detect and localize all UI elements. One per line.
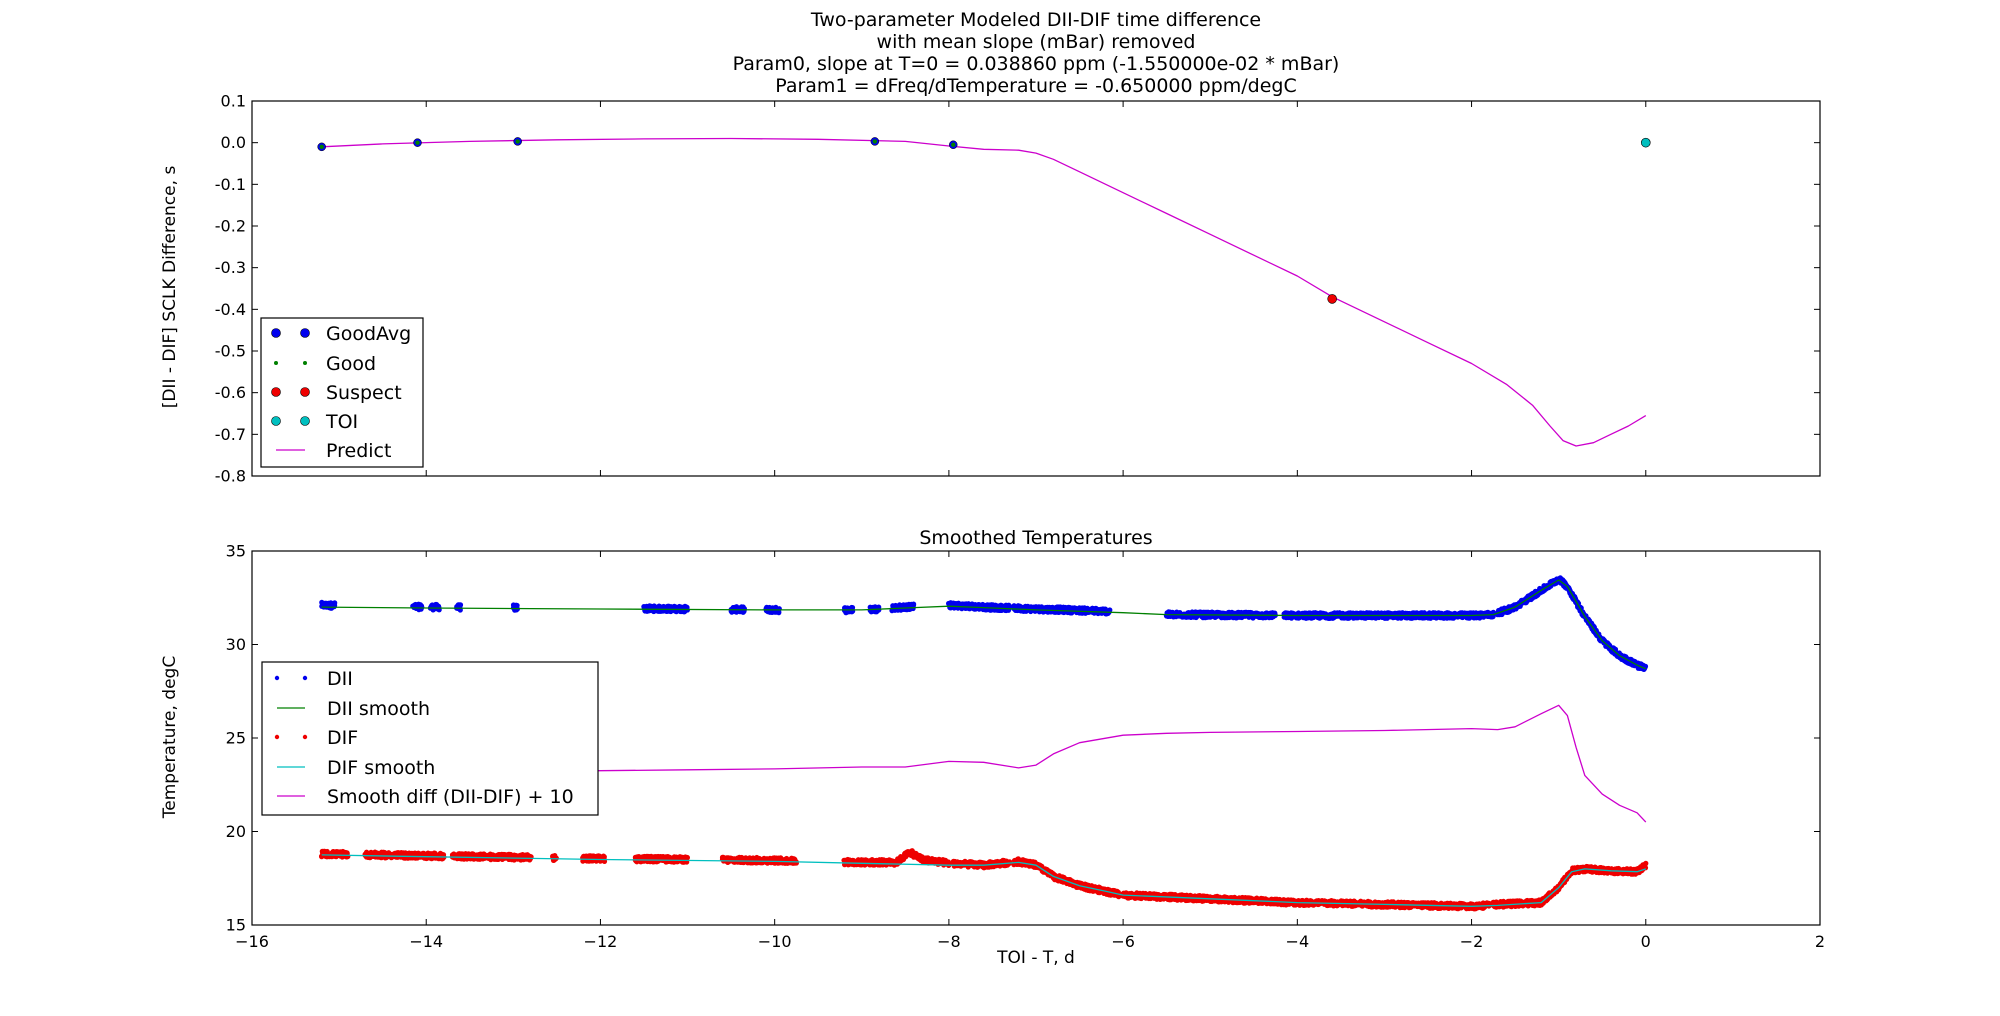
suspect-point: [1327, 294, 1337, 304]
legend-item-goodavg: GoodAvg: [271, 323, 411, 345]
legend-label-predict: Predict: [326, 440, 391, 462]
predict-line: [321, 137, 1647, 447]
dii-point: [741, 608, 747, 614]
legend-item-toi: TOI: [271, 411, 358, 433]
bottom-x-axis-label: TOI - T, d: [996, 948, 1075, 968]
top-plot-area: [317, 137, 1651, 447]
legend-item-predict: Predict: [276, 440, 391, 462]
good-point: [951, 142, 956, 147]
top-x-ticks: [251, 101, 1821, 476]
top-title-line-1: Two-parameter Modeled DII-DIF time diffe…: [810, 9, 1261, 31]
dif-point: [601, 854, 607, 860]
good-point: [515, 139, 520, 144]
top-ytick-label: -0.4: [215, 300, 246, 319]
toi-point: [1640, 137, 1651, 148]
top-ytick-label: 0.1: [221, 92, 246, 111]
chart-top: Two-parameter Modeled DII-DIF time diffe…: [160, 9, 1821, 486]
good-point: [872, 139, 878, 144]
legend-marker-suspect-a: [271, 387, 281, 397]
top-ytick-label: -0.6: [215, 383, 246, 402]
bottom-plot-area: [319, 575, 1649, 912]
top-ytick-label: -0.7: [215, 425, 246, 444]
bottom-title: Smoothed Temperatures: [919, 527, 1152, 549]
dii-smooth-line: [321, 579, 1647, 670]
dii-point-group: [319, 575, 1649, 673]
dii-point: [436, 604, 442, 610]
top-title-line-3: Param0, slope at T=0 = 0.038860 ppm (-1.…: [733, 53, 1340, 75]
dif-point: [684, 854, 690, 861]
bottom-y-axis-label: Temperature, degC: [160, 656, 180, 819]
legend-marker-toi-b: [300, 416, 310, 426]
legend-label-good: Good: [326, 353, 376, 375]
top-ytick-label: -0.2: [215, 217, 246, 236]
legend-marker-goodavg-a: [271, 328, 281, 338]
legend-marker-good-a: [274, 361, 278, 365]
top-title-line-4: Param1 = dFreq/dTemperature = -0.650000 …: [775, 75, 1297, 97]
legend-item-suspect: Suspect: [271, 382, 402, 404]
legend-marker-goodavg-b: [300, 328, 310, 338]
top-ytick-label: -0.1: [215, 175, 246, 194]
chart-bottom: Smoothed Temperatures Temperature, degC …: [160, 527, 1825, 968]
good-point: [319, 144, 324, 150]
legend-label-toi: TOI: [325, 411, 358, 433]
legend-item-good: Good: [274, 353, 376, 375]
top-ytick-label: 0.0: [221, 133, 246, 152]
top-ytick-label: -0.5: [215, 342, 246, 361]
legend-marker-good-b: [303, 361, 307, 365]
top-y-ticks: 0.1 0.0 -0.1 -0.2 -0.3 -0.4 -0.5 -0.6 -0.7 -0.8: [215, 92, 1820, 486]
dii-point: [876, 604, 882, 610]
dii-point: [1007, 604, 1013, 610]
legend-marker-toi-a: [271, 416, 281, 426]
dii-point: [911, 601, 917, 607]
good-point: [415, 140, 420, 145]
smooth-diff-line: [513, 704, 1647, 823]
legend-label-goodavg: GoodAvg: [326, 323, 411, 345]
dii-point: [776, 610, 782, 616]
top-legend: GoodAvg Good Suspect TOI Predict: [260, 317, 424, 468]
top-y-axis-label: [DII - DIF] SCLK Difference, s: [160, 166, 180, 409]
dii-point: [457, 602, 464, 608]
legend-marker-suspect-b: [300, 387, 310, 397]
top-ytick-label: -0.3: [215, 258, 246, 277]
top-plot-frame: [251, 100, 1821, 477]
top-title-line-2: with mean slope (mBar) removed: [877, 31, 1196, 53]
top-ytick-label: -0.8: [215, 467, 246, 486]
legend-label-suspect: Suspect: [326, 382, 402, 404]
top-legend-box: [260, 317, 424, 468]
